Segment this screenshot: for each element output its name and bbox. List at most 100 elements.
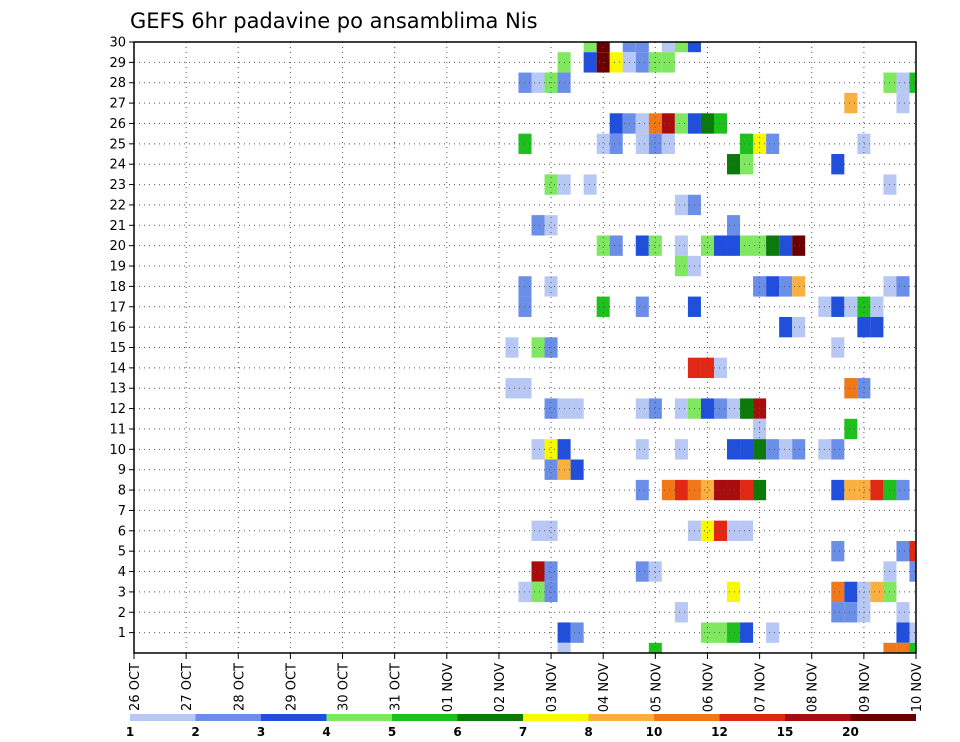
y-axis: 1234567891011121314151617181920212223242…	[109, 36, 134, 641]
y-tick-label: 14	[109, 361, 126, 376]
precip-cell	[661, 42, 675, 53]
y-tick-label: 20	[109, 239, 126, 254]
colorbar-label: 5	[388, 725, 396, 739]
precip-cell	[766, 276, 780, 297]
colorbar-swatch	[130, 714, 196, 721]
precip-cell	[792, 235, 806, 256]
precip-cell	[831, 540, 845, 562]
precip-cell	[727, 398, 741, 419]
y-tick-label: 4	[118, 565, 126, 580]
precip-cell	[570, 398, 584, 419]
precip-cell	[544, 581, 558, 603]
precip-cell	[740, 154, 754, 175]
precip-cell	[583, 174, 597, 195]
precip-cell	[609, 52, 623, 73]
precip-cell	[622, 42, 636, 53]
colorbar-label: 6	[453, 725, 461, 739]
precip-cell	[648, 398, 662, 419]
precip-cell	[727, 622, 741, 643]
precip-cell	[831, 479, 845, 501]
y-tick-label: 2	[118, 606, 126, 621]
precip-cell	[583, 52, 597, 73]
precip-cell	[635, 398, 649, 419]
colorbar-swatch	[326, 714, 392, 721]
precip-cell	[531, 337, 545, 358]
y-tick-label: 18	[109, 280, 126, 295]
precip-cell	[648, 235, 662, 256]
precip-cell	[713, 398, 728, 419]
x-tick-label: 27 OCT	[180, 663, 195, 711]
precip-cell	[570, 459, 584, 480]
y-tick-label: 22	[109, 198, 126, 213]
precip-cell	[857, 378, 871, 399]
y-tick-label: 29	[109, 56, 126, 71]
colorbar-swatch	[457, 714, 523, 721]
x-tick-label: 10 NOV	[910, 663, 925, 712]
precip-cell	[857, 133, 871, 155]
y-tick-label: 8	[118, 484, 126, 499]
precip-cell	[870, 316, 884, 338]
colorbar-label: 20	[842, 725, 859, 739]
precip-cell	[727, 520, 741, 541]
precip-cell	[831, 581, 845, 603]
precip-cell	[740, 520, 754, 541]
precip-cell	[740, 235, 754, 256]
y-tick-label: 19	[109, 260, 126, 275]
precip-cell	[674, 113, 688, 134]
precip-cell	[544, 459, 558, 480]
y-tick-label: 7	[118, 504, 126, 519]
precip-cell	[648, 113, 662, 134]
y-tick-label: 23	[109, 178, 126, 193]
colorbar-label: 3	[257, 725, 265, 739]
precip-cell	[713, 113, 728, 134]
colorbar: 1 2 3 4 5 6 7 8 10 12 15 20	[126, 714, 916, 739]
y-tick-label: 9	[118, 463, 126, 478]
precip-cell	[896, 622, 910, 643]
precip-cell	[727, 215, 741, 236]
precip-cell	[896, 540, 910, 562]
precip-cell	[557, 642, 571, 653]
precip-cell	[909, 540, 916, 562]
precip-cell	[661, 479, 675, 501]
precip-cell	[779, 235, 793, 256]
x-tick-label: 09 NOV	[858, 663, 873, 712]
precip-cell	[909, 561, 916, 582]
precip-cell	[570, 622, 584, 643]
precip-cell	[857, 296, 871, 317]
colorbar-swatch	[523, 714, 589, 721]
precip-cell	[896, 276, 910, 297]
precip-cell	[844, 296, 858, 317]
y-tick-label: 21	[109, 219, 126, 234]
precip-cell	[857, 581, 871, 603]
x-axis: 26 OCT 27 OCT 28 OCT 29 OCT 30 OCT 31 OCT 01 N…	[128, 653, 925, 712]
precip-cell	[713, 235, 728, 256]
precip-cell	[766, 235, 780, 256]
precip-cell	[635, 133, 649, 155]
precip-cell	[779, 276, 793, 297]
x-tick-label: 28 OCT	[232, 663, 247, 711]
precip-cell	[635, 479, 649, 501]
precip-cell	[544, 439, 558, 460]
precip-cell	[844, 418, 858, 440]
x-tick-label: 31 OCT	[389, 663, 404, 711]
precip-cell	[700, 235, 714, 256]
precip-cell	[857, 479, 871, 501]
x-tick-label: 03 NOV	[545, 663, 560, 712]
colorbar-label: 8	[584, 725, 592, 739]
x-tick-label: 02 NOV	[493, 663, 508, 712]
precip-cell	[713, 520, 728, 541]
precip-cell	[648, 133, 662, 155]
precip-cell	[870, 296, 884, 317]
precip-cell	[544, 215, 558, 236]
x-tick-label: 08 NOV	[806, 663, 821, 712]
x-tick-label: 04 NOV	[597, 663, 612, 712]
colorbar-swatch	[392, 714, 458, 721]
y-tick-label: 26	[109, 117, 126, 132]
precip-cell	[674, 255, 688, 277]
precip-cell	[661, 52, 675, 73]
colorbar-swatch	[654, 714, 720, 721]
y-tick-label: 11	[109, 422, 126, 437]
y-tick-label: 13	[109, 382, 126, 397]
precip-cell	[674, 194, 688, 216]
precip-cell	[909, 622, 916, 643]
